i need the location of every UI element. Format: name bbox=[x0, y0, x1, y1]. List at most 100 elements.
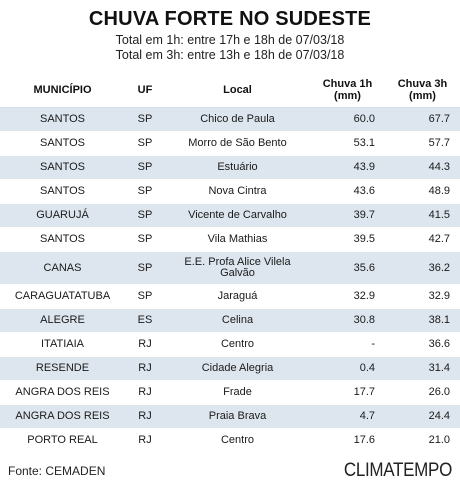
cell-local-text: Vicente de Carvalho bbox=[188, 209, 287, 221]
cell-local: Frade bbox=[165, 380, 310, 405]
cell-local: Morro de São Bento bbox=[165, 131, 310, 156]
table-row: CANAS SP E.E. Profa Alice Vilela Galvão 35.6… bbox=[0, 251, 460, 285]
table-row: ANGRA DOS REIS RJ Frade 17.7 26.0 bbox=[0, 380, 460, 405]
page-title: CHUVA FORTE NO SUDESTE bbox=[88, 8, 372, 30]
cell-uf: SP bbox=[125, 284, 165, 309]
cell-municipio: ITATIAIA bbox=[0, 332, 125, 357]
table-row: SANTOS SP Estuário 43.9 44.3 bbox=[0, 155, 460, 180]
table-row: SANTOS SP Nova Cintra 43.6 48.9 bbox=[0, 179, 460, 204]
cell-municipio: SANTOS bbox=[0, 131, 125, 156]
cell-municipio: PORTO REAL bbox=[0, 428, 125, 453]
cell-uf: SP bbox=[125, 251, 165, 285]
table-row: ANGRA DOS REIS RJ Praia Brava 4.7 24.4 bbox=[0, 404, 460, 429]
cell-municipio: SANTOS bbox=[0, 179, 125, 204]
cell-local: Vila Mathias bbox=[165, 227, 310, 252]
cell-municipio: GUARUJÁ bbox=[0, 203, 125, 228]
cell-chuva-1h: 35.6 bbox=[310, 251, 385, 285]
cell-municipio: CARAGUATATUBA bbox=[0, 284, 125, 309]
cell-uf: RJ bbox=[125, 356, 165, 381]
column-header-chuva-1h-label: Chuva 1h bbox=[322, 78, 373, 90]
header: CHUVA FORTE NO SUDESTE Total em 1h: entr… bbox=[0, 0, 460, 63]
column-header-local: Local bbox=[165, 73, 310, 108]
cell-local: Chico de Paula bbox=[165, 107, 310, 132]
cell-chuva-3h: 67.7 bbox=[385, 107, 460, 132]
cell-uf: ES bbox=[125, 308, 165, 333]
cell-local: Jaraguá bbox=[165, 284, 310, 309]
cell-chuva-1h: 17.7 bbox=[310, 380, 385, 405]
cell-chuva-3h: 31.4 bbox=[385, 356, 460, 381]
cell-local-text: Centro bbox=[220, 338, 255, 350]
table-row: CARAGUATATUBA SP Jaraguá 32.9 32.9 bbox=[0, 284, 460, 309]
cell-chuva-1h: 30.8 bbox=[310, 308, 385, 333]
table-row: RESENDE RJ Cidade Alegria 0.4 31.4 bbox=[0, 356, 460, 381]
cell-chuva-1h: 17.6 bbox=[310, 428, 385, 453]
cell-chuva-1h: - bbox=[310, 332, 385, 357]
column-header-chuva-3h: Chuva 3h (mm) bbox=[385, 73, 460, 108]
column-header-municipio: MUNICÍPIO bbox=[0, 73, 125, 108]
cell-chuva-3h: 48.9 bbox=[385, 179, 460, 204]
cell-local-text: E.E. Profa Alice Vilela bbox=[184, 256, 291, 268]
cell-uf: SP bbox=[125, 203, 165, 228]
climatempo-logo: CLIMATEMPO bbox=[343, 458, 452, 481]
cell-chuva-1h: 0.4 bbox=[310, 356, 385, 381]
table-row: SANTOS SP Morro de São Bento 53.1 57.7 bbox=[0, 131, 460, 156]
cell-chuva-1h: 43.9 bbox=[310, 155, 385, 180]
cell-municipio: ALEGRE bbox=[0, 308, 125, 333]
table-row: SANTOS SP Chico de Paula 60.0 67.7 bbox=[0, 107, 460, 132]
cell-chuva-1h: 39.7 bbox=[310, 203, 385, 228]
cell-chuva-1h: 4.7 bbox=[310, 404, 385, 429]
cell-uf: RJ bbox=[125, 428, 165, 453]
cell-uf: SP bbox=[125, 179, 165, 204]
cell-local-text: Celina bbox=[221, 314, 254, 326]
cell-local-text-line2: Galvão bbox=[220, 267, 255, 279]
cell-uf: SP bbox=[125, 155, 165, 180]
source-credit: Fonte: CEMADEN bbox=[8, 464, 106, 478]
column-header-chuva-3h-label: Chuva 3h bbox=[397, 78, 448, 90]
cell-local: Celina bbox=[165, 308, 310, 333]
cell-chuva-1h: 32.9 bbox=[310, 284, 385, 309]
cell-chuva-3h: 24.4 bbox=[385, 404, 460, 429]
cell-municipio: ANGRA DOS REIS bbox=[0, 380, 125, 405]
column-header-chuva-1h-unit: (mm) bbox=[334, 90, 361, 102]
cell-chuva-1h: 60.0 bbox=[310, 107, 385, 132]
cell-local: Praia Brava bbox=[165, 404, 310, 429]
cell-local-text: Nova Cintra bbox=[208, 185, 267, 197]
table-row: ALEGRE ES Celina 30.8 38.1 bbox=[0, 308, 460, 333]
column-header-uf: UF bbox=[125, 73, 165, 108]
cell-chuva-3h: 41.5 bbox=[385, 203, 460, 228]
cell-local-text: Morro de São Bento bbox=[188, 137, 287, 149]
table-row: ITATIAIA RJ Centro -36.6 bbox=[0, 332, 460, 357]
footer: Fonte: CEMADEN CLIMATEMPO bbox=[0, 456, 460, 486]
cell-local: Centro bbox=[165, 332, 310, 357]
cell-local-text: Jaraguá bbox=[217, 290, 258, 302]
cell-chuva-3h: 36.6 bbox=[385, 332, 460, 357]
table-row: PORTO REAL RJ Centro 17.6 21.0 bbox=[0, 428, 460, 453]
cell-chuva-3h: 21.0 bbox=[385, 428, 460, 453]
cell-local: Estuário bbox=[165, 155, 310, 180]
cell-local: E.E. Profa Alice Vilela Galvão bbox=[165, 251, 310, 285]
cell-local-text: Praia Brava bbox=[208, 410, 267, 422]
cell-local-text: Chico de Paula bbox=[200, 113, 275, 125]
cell-chuva-3h: 38.1 bbox=[385, 308, 460, 333]
cell-municipio: SANTOS bbox=[0, 227, 125, 252]
cell-chuva-3h: 32.9 bbox=[385, 284, 460, 309]
cell-chuva-3h: 42.7 bbox=[385, 227, 460, 252]
cell-local: Cidade Alegria bbox=[165, 356, 310, 381]
cell-chuva-3h: 26.0 bbox=[385, 380, 460, 405]
cell-chuva-3h: 36.2 bbox=[385, 251, 460, 285]
table-row: GUARUJÁ SP Vicente de Carvalho 39.7 41.5 bbox=[0, 203, 460, 228]
cell-local-text: Centro bbox=[220, 434, 255, 446]
cell-uf: SP bbox=[125, 131, 165, 156]
cell-chuva-3h: 44.3 bbox=[385, 155, 460, 180]
cell-uf: SP bbox=[125, 107, 165, 132]
cell-local: Nova Cintra bbox=[165, 179, 310, 204]
table-header-row: MUNICÍPIO UF Local Chuva 1h (mm) Chuva 3… bbox=[0, 73, 460, 108]
cell-uf: RJ bbox=[125, 380, 165, 405]
cell-local: Centro bbox=[165, 428, 310, 453]
cell-uf: SP bbox=[125, 227, 165, 252]
cell-chuva-1h: 39.5 bbox=[310, 227, 385, 252]
column-header-chuva-3h-unit: (mm) bbox=[409, 90, 436, 102]
cell-chuva-1h: 53.1 bbox=[310, 131, 385, 156]
cell-local-text: Cidade Alegria bbox=[201, 362, 274, 374]
cell-chuva-3h: 57.7 bbox=[385, 131, 460, 156]
